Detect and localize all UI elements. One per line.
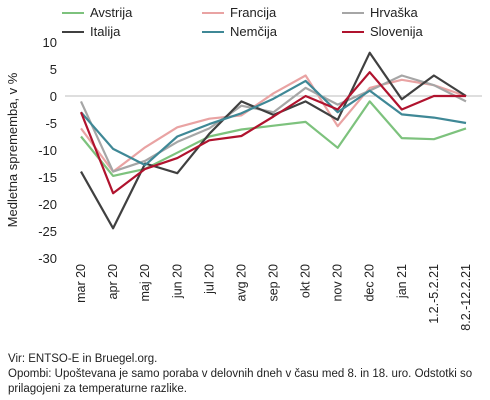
line-chart: 10 5 0 -5 -10 -15 -20 -25 -30 Medletna sprememba,… bbox=[5, 35, 482, 331]
x-tick-label: jan 21 bbox=[395, 264, 409, 299]
source-note: Vir: ENTSO-E in Bruegel.org. bbox=[8, 353, 158, 365]
x-tick-label: mar 20 bbox=[74, 264, 88, 303]
y-tick-label: -20 bbox=[38, 197, 57, 212]
legend-swatch bbox=[62, 11, 84, 14]
x-tick-label: dec 20 bbox=[363, 264, 377, 302]
legend-label: Nemčija bbox=[230, 24, 277, 39]
y-tick-label: -30 bbox=[38, 251, 57, 266]
legend-label: Slovenija bbox=[370, 24, 423, 39]
legend-swatch bbox=[62, 30, 84, 33]
notes-text: Opombi: Upoštevana je samo poraba v delo… bbox=[8, 368, 473, 395]
x-tick-label: jul 20 bbox=[202, 264, 216, 295]
x-tick-label: maj 20 bbox=[138, 264, 152, 302]
x-tick-label: okt 20 bbox=[299, 264, 313, 298]
x-tick-label: sep 20 bbox=[267, 264, 281, 302]
legend-item: Italija bbox=[62, 23, 202, 40]
y-tick-label: 10 bbox=[43, 35, 57, 50]
legend-label: Francija bbox=[230, 5, 277, 20]
y-tick-label: -15 bbox=[38, 170, 57, 185]
legend-swatch bbox=[202, 30, 224, 33]
legend-swatch bbox=[202, 11, 224, 14]
series-line-francija bbox=[80, 74, 467, 173]
legend-swatch bbox=[342, 30, 364, 33]
legend-label: Hrvaška bbox=[370, 5, 418, 20]
y-tick-label: -10 bbox=[38, 143, 57, 158]
x-tick-label: 8.2.-12.2.21 bbox=[459, 264, 473, 331]
chart-footnote: Vir: ENTSO-E in Bruegel.org. Opombi: Upo… bbox=[8, 352, 484, 397]
x-tick-label: apr 20 bbox=[106, 264, 120, 299]
legend-label: Italija bbox=[90, 24, 121, 39]
y-tick-label: 5 bbox=[50, 62, 57, 77]
x-tick-label: 1.2.-5.2.21 bbox=[427, 264, 441, 324]
legend-item: Slovenija bbox=[342, 23, 482, 40]
x-tick-label: avg 20 bbox=[234, 264, 248, 302]
series-line-italija bbox=[80, 51, 467, 230]
y-tick-label: -25 bbox=[38, 224, 57, 239]
series-line-slovenija bbox=[79, 71, 466, 195]
chart-legend: Avstrija Francija Hrvaška Italija Nemčija Slo… bbox=[62, 4, 482, 40]
y-tick-label: 0 bbox=[50, 89, 57, 104]
legend-item: Hrvaška bbox=[342, 4, 482, 21]
legend-swatch bbox=[342, 11, 364, 14]
legend-item: Avstrija bbox=[62, 4, 202, 21]
y-tick-label: -5 bbox=[45, 116, 57, 131]
x-tick-label: jun 20 bbox=[170, 264, 184, 299]
series-line-nemcija bbox=[80, 79, 467, 167]
series-line-hrvaska bbox=[79, 74, 467, 173]
legend-item: Francija bbox=[202, 4, 342, 21]
y-axis-label: Medletna sprememba, v % bbox=[5, 72, 20, 227]
x-tick-label: nov 20 bbox=[331, 264, 345, 302]
legend-item: Nemčija bbox=[202, 23, 342, 40]
legend-label: Avstrija bbox=[90, 5, 133, 20]
